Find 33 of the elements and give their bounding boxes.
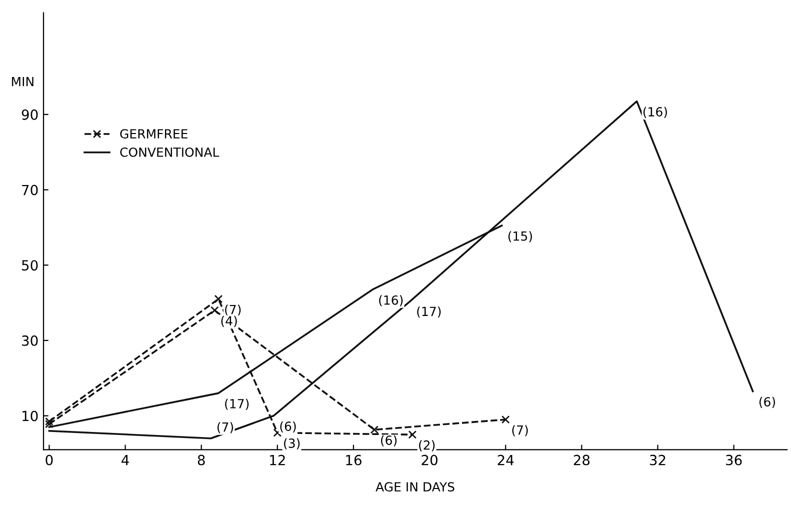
x-tick-label: 8 xyxy=(198,454,205,466)
x-tick-label: 20 xyxy=(422,454,438,466)
legend-label: GERMFREE xyxy=(120,129,188,139)
legend-label: CONVENTIONAL xyxy=(120,147,220,157)
x-tick-label: 12 xyxy=(270,454,285,466)
annotation: (15) xyxy=(508,231,532,242)
annotation: (17) xyxy=(417,306,441,318)
annotation: (16) xyxy=(379,295,403,306)
y-tick-label: 90 xyxy=(22,109,38,120)
annotation: (7) xyxy=(512,425,528,436)
x-tick-label: 4 xyxy=(122,454,129,466)
x-axis-title: AGE IN DAYS xyxy=(376,482,454,492)
annotation: (6) xyxy=(759,396,776,408)
annotation: (6) xyxy=(381,435,397,446)
annotation: (7) xyxy=(217,422,234,434)
y-axis-title: MIN xyxy=(12,77,34,86)
annotation: (6) xyxy=(280,421,296,432)
x-tick-label: 28 xyxy=(574,454,590,466)
annotation: (2) xyxy=(419,440,435,452)
y-tick-label: 30 xyxy=(22,335,38,346)
annotation: (3) xyxy=(284,438,300,450)
annotation: (16) xyxy=(643,106,667,118)
x-tick-label: 36 xyxy=(726,454,742,466)
x-tick-label: 0 xyxy=(46,454,53,466)
y-tick-label: 50 xyxy=(22,260,38,271)
y-tick-label: 70 xyxy=(22,184,38,196)
x-tick-label: 16 xyxy=(346,454,362,466)
annotation: (17) xyxy=(225,398,249,410)
annotation: (7) xyxy=(225,304,241,316)
x-tick-label: 32 xyxy=(650,454,666,466)
y-tick-label: 10 xyxy=(22,410,38,422)
annotation: (4) xyxy=(221,316,237,328)
x-tick-label: 24 xyxy=(498,454,514,466)
